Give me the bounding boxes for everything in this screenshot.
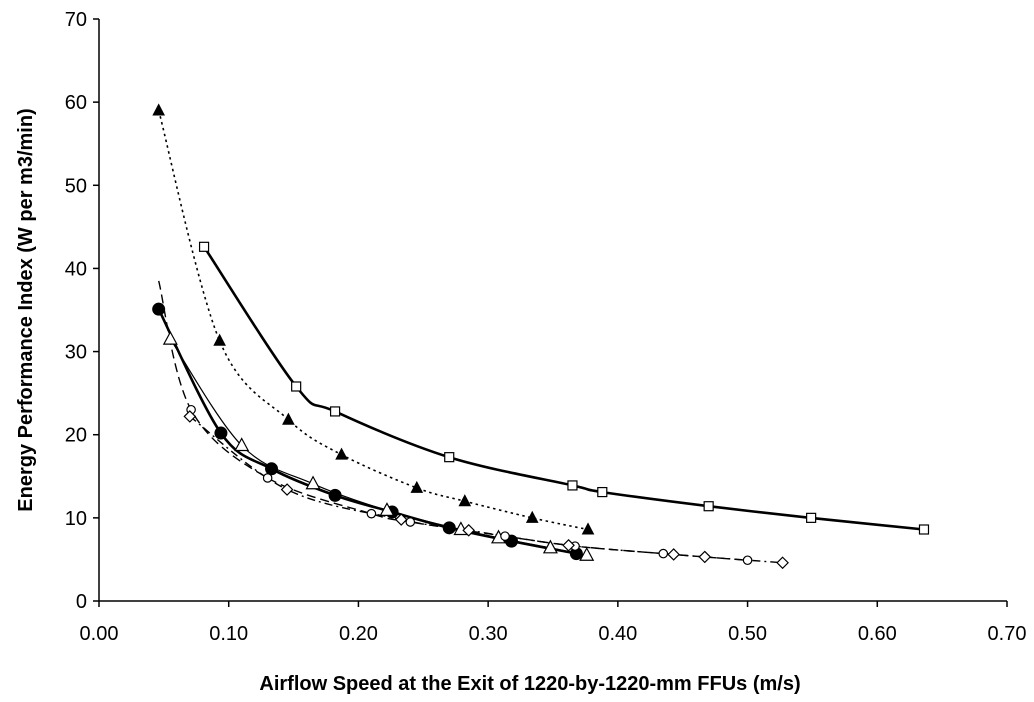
data-point [366,508,377,519]
y-tick-label: 30 [65,342,87,364]
y-tick-label: 50 [65,175,87,197]
data-point [282,412,295,425]
plot-area [98,19,1007,602]
data-point [742,555,753,566]
markers-open-triangle [162,330,595,561]
y-axis-title: Energy Performance Index (W per m3/min) [15,108,37,511]
y-tick-label: 60 [65,92,87,114]
data-point [198,241,210,252]
markers-open-square [198,241,930,535]
x-tick-label: 0.30 [469,623,508,645]
data-point [579,547,595,561]
markers-open-circle [186,404,753,566]
data-point [806,512,817,523]
data-point [291,381,302,392]
data-point [329,406,341,417]
data-point [703,501,714,512]
series-line [203,246,925,531]
data-point [462,523,476,537]
data-point [698,550,712,564]
x-tick-label: 0.00 [80,623,119,645]
data-point [234,437,250,452]
data-point [213,333,226,346]
x-tick-label: 0.40 [598,623,637,645]
series-layer [152,103,930,570]
y-tick-label: 20 [65,425,87,447]
markers-open-diamond [183,410,789,570]
data-point [776,556,789,570]
data-point [214,426,228,440]
y-ticks: 0 10 20 30 40 50 60 70 [65,9,99,613]
data-point [444,452,455,463]
series-open-diamond [189,415,783,564]
data-point [265,462,279,476]
data-point [581,522,595,535]
data-point [335,447,348,460]
data-point [410,480,424,493]
series-open-square [203,246,925,531]
x-tick-label: 0.60 [858,623,897,645]
data-point [562,538,575,552]
x-tick-label: 0.10 [209,623,248,645]
series-line [157,110,589,531]
y-tick-label: 10 [65,508,87,530]
data-point [280,483,294,496]
data-point [567,480,578,491]
data-point [918,524,930,535]
data-point [152,302,166,316]
data-point [152,103,165,116]
x-ticks: 0.00 0.10 0.20 0.30 0.40 0.50 0.60 0.70 [80,601,1027,645]
series-line [158,280,748,561]
x-tick-label: 0.70 [988,623,1027,645]
data-point [542,539,558,554]
data-point [305,475,321,490]
data-point [525,510,539,523]
series-open-circle [158,280,748,561]
y-tick-label: 40 [65,258,87,280]
data-point [328,488,342,502]
data-point [667,548,680,561]
data-point [405,517,416,527]
series-line [189,415,783,564]
data-point [183,410,197,423]
series-filled-triangle [157,110,589,531]
data-point [500,531,510,541]
data-point [162,330,178,345]
y-tick-label: 0 [76,591,87,613]
x-axis-title: Airflow Speed at the Exit of 1220-by-122… [259,673,800,695]
data-point [658,548,669,559]
markers-filled-triangle [152,103,595,535]
y-tick-label: 70 [65,9,87,31]
x-tick-label: 0.20 [339,623,378,645]
data-point [597,486,608,498]
data-point [442,521,456,535]
x-tick-label: 0.50 [728,623,767,645]
data-point [458,494,472,507]
data-point [379,502,395,516]
data-point [262,473,273,483]
data-point [394,513,408,526]
